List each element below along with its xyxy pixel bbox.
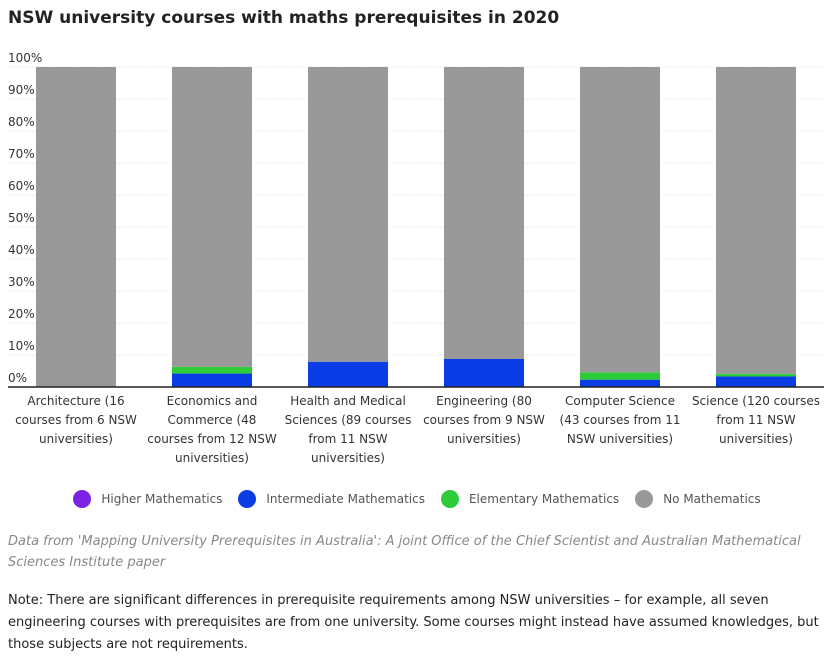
bar-segment xyxy=(580,379,660,387)
source-note: Data from 'Mapping University Prerequisi… xyxy=(8,534,801,570)
x-category-label-line: Health and Medical xyxy=(290,394,406,408)
y-tick-label: 10% xyxy=(8,339,35,353)
x-category-label-line: universities) xyxy=(447,432,521,446)
stacked-bar-chart: 0% 10% 20% 30% 40% 50% 60% 70% 80% 90% 100% Archite… xyxy=(8,51,824,465)
bar-segment xyxy=(172,366,252,374)
y-tick-label: 40% xyxy=(8,243,35,257)
x-category-label-line: Computer Science xyxy=(565,394,675,408)
bar-segment xyxy=(444,67,524,359)
bar-segment xyxy=(172,67,252,367)
x-category-label: Science (120 courses from 11 NSW universit… xyxy=(692,394,820,446)
x-category-label-line: courses from 6 NSW xyxy=(15,413,137,427)
legend-item-none[interactable]: No Mathematics xyxy=(635,490,761,508)
y-tick-label: 50% xyxy=(8,211,35,225)
x-category-label-line: universities) xyxy=(175,451,249,465)
legend-label-none: No Mathematics xyxy=(663,492,761,506)
x-category-label-line: universities) xyxy=(39,432,113,446)
x-category-label-line: Commerce (48 xyxy=(168,413,257,427)
bar-segment xyxy=(444,359,524,387)
y-tick-label: 20% xyxy=(8,307,35,321)
bar-segment xyxy=(580,372,660,380)
legend-label-elementary: Elementary Mathematics xyxy=(468,492,620,506)
y-tick-label: 70% xyxy=(8,147,35,161)
y-tick-label: 0% xyxy=(8,371,27,385)
x-category-label-line: from 11 NSW xyxy=(716,413,795,427)
footnote: Note: There are significant differences … xyxy=(8,593,819,652)
x-category-label: Health and Medical Sciences (89 courses fr… xyxy=(285,394,412,465)
x-category-label-line: Economics and xyxy=(167,394,258,408)
legend-swatch-intermediate xyxy=(238,490,257,508)
x-category-label-line: from 11 NSW xyxy=(308,432,387,446)
bar-segment xyxy=(36,67,116,387)
y-tick-label: 80% xyxy=(8,115,35,129)
legend-item-elementary[interactable]: Elementary Mathematics xyxy=(440,490,620,508)
legend-label-higher: Higher Mathematics xyxy=(101,492,223,506)
legend-swatch-higher xyxy=(73,490,92,508)
y-tick-label: 90% xyxy=(8,83,35,97)
legend-label-intermediate: Intermediate Mathematics xyxy=(266,492,425,506)
x-category-label-line: universities) xyxy=(311,451,385,465)
y-tick-label: 30% xyxy=(8,275,35,289)
x-category-label-line: Sciences (89 courses xyxy=(285,413,412,427)
x-category-label-line: Science (120 courses xyxy=(692,394,820,408)
x-category-label: Architecture (16 courses from 6 NSW univer… xyxy=(15,394,137,446)
x-category-label-line: (43 courses from 11 xyxy=(560,413,681,427)
x-category-label-line: universities) xyxy=(719,432,793,446)
x-category-label: Economics and Commerce (48 courses from 12… xyxy=(147,394,277,465)
bar-segment xyxy=(716,376,796,387)
x-category-label-line: courses from 9 NSW xyxy=(423,413,545,427)
x-category-label: Engineering (80 courses from 9 NSW univers… xyxy=(423,394,545,446)
chart-title: NSW university courses with maths prereq… xyxy=(8,8,560,28)
bar-segment xyxy=(716,67,796,374)
legend-item-higher[interactable]: Higher Mathematics xyxy=(73,490,222,508)
bar-segment xyxy=(308,361,388,387)
chart-legend: Higher Mathematics Intermediate Mathemat… xyxy=(0,490,834,508)
x-category-label-line: NSW universities) xyxy=(567,432,673,446)
x-category-label-line: Engineering (80 xyxy=(436,394,532,408)
legend-swatch-elementary xyxy=(440,490,459,508)
y-tick-label: 100% xyxy=(8,51,42,65)
x-category-label: Computer Science (43 courses from 11 NSW u… xyxy=(560,394,681,446)
bar-segment xyxy=(308,67,388,362)
x-category-label-line: Architecture (16 xyxy=(27,394,124,408)
bar-segment xyxy=(716,373,796,377)
legend-item-intermediate[interactable]: Intermediate Mathematics xyxy=(238,490,425,508)
legend-swatch-none xyxy=(635,490,654,508)
bar-segment xyxy=(172,373,252,387)
bar-segment xyxy=(580,67,660,373)
x-category-label-line: courses from 12 NSW xyxy=(147,432,277,446)
y-tick-label: 60% xyxy=(8,179,35,193)
